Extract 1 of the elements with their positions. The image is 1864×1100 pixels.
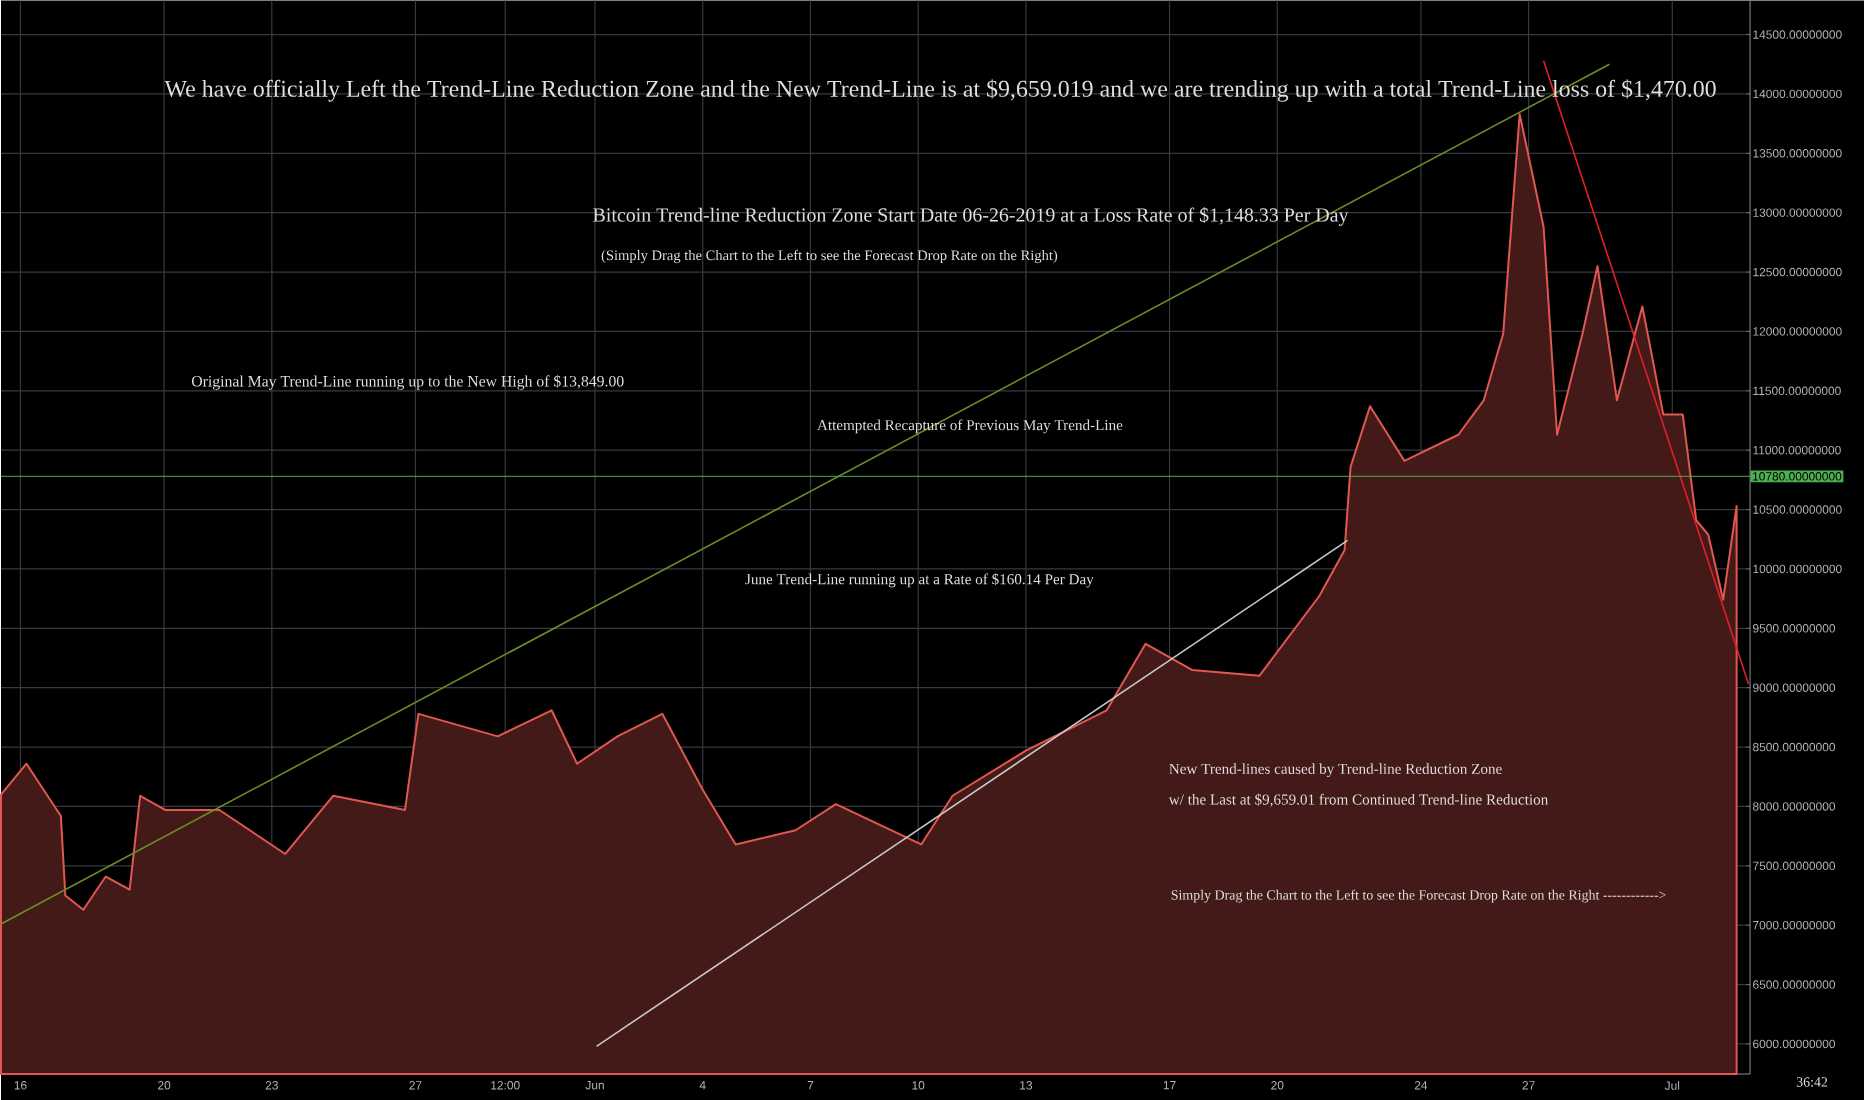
text: Bitcoin Trend-line Reduction Zone Start Date 06-26-2019 at a Loss Rate of $1,148.33 Per Day — [593, 207, 1349, 226]
